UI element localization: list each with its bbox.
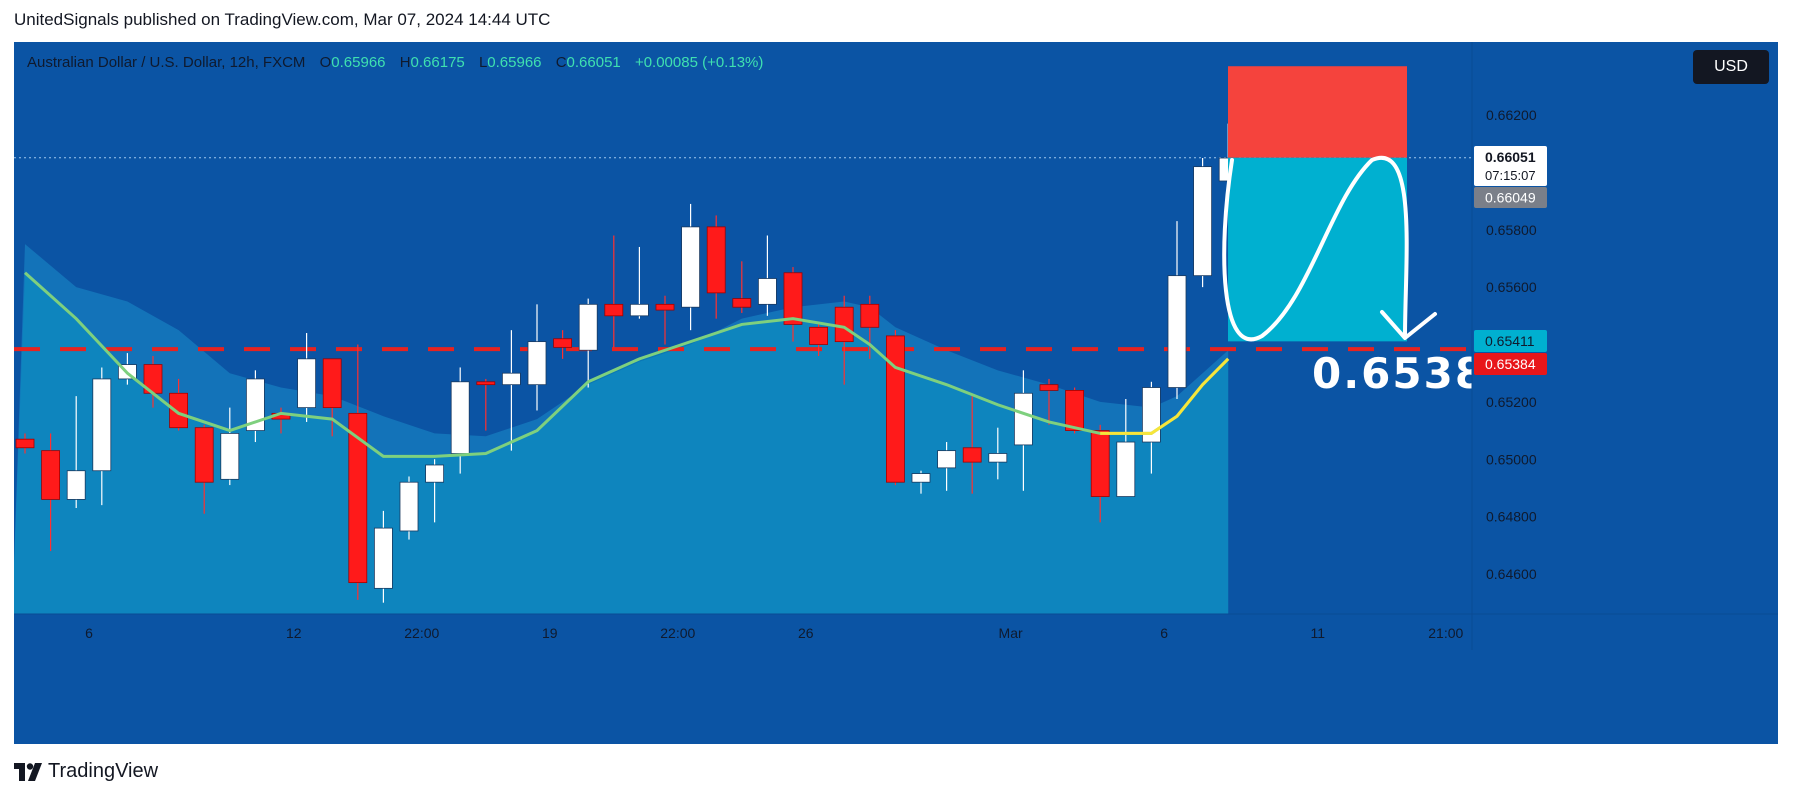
time-tick-label: 22:00 <box>404 625 439 641</box>
candle-body <box>911 473 931 483</box>
ema-fast-line <box>1100 357 1230 435</box>
high-value: 0.66175 <box>410 54 465 71</box>
low-label: L <box>478 54 488 71</box>
target-price-tag-bg <box>1474 330 1547 352</box>
ohlc-legend: Australian Dollar / U.S. Dollar, 12h, FX… <box>27 54 763 71</box>
change-value: +0.00085 (+0.13%) <box>634 54 764 71</box>
candle-body <box>425 464 445 483</box>
close-label: C <box>555 54 567 71</box>
candle-body <box>169 392 189 429</box>
candle-body <box>578 303 598 351</box>
candle-body <box>655 303 675 311</box>
candle-body <box>732 298 752 308</box>
candle-body <box>1193 166 1212 277</box>
candle-body <box>1039 384 1059 391</box>
candle-body <box>297 358 317 409</box>
time-tick-label: 22:00 <box>660 625 695 641</box>
low-value: 0.65966 <box>487 54 542 71</box>
projection-curve <box>1222 155 1409 342</box>
stop-loss-zone <box>1228 66 1407 158</box>
candle-body <box>783 272 803 325</box>
candle-body <box>1167 275 1187 388</box>
price-tick-label: 0.64600 <box>1486 566 1537 582</box>
tradingview-logo[interactable]: TradingView <box>14 760 158 783</box>
candle-body <box>450 381 470 454</box>
currency-button[interactable]: USD <box>1693 50 1769 84</box>
candle-body <box>476 381 496 386</box>
time-tick-label: 11 <box>1311 625 1326 641</box>
down-arrow-icon <box>1380 310 1437 340</box>
candle-body <box>245 378 265 431</box>
candle-body <box>66 470 86 500</box>
price-tick-label: 0.65000 <box>1486 451 1537 467</box>
candle-body <box>194 427 214 483</box>
candle-body <box>630 303 649 317</box>
brand-name: TradingView <box>48 760 159 782</box>
close-value: 0.66051 <box>566 54 621 71</box>
open-label: O <box>319 54 332 71</box>
candle-body <box>860 303 880 328</box>
support-price-tag: 0.65384 <box>1485 356 1536 372</box>
candle-body <box>1142 387 1161 443</box>
candle-body <box>501 372 521 386</box>
candle-body <box>15 438 35 449</box>
candle-body <box>962 447 982 463</box>
candle-body <box>527 341 547 386</box>
candle-body <box>1065 389 1084 431</box>
bar-countdown: 07:15:07 <box>1485 168 1536 183</box>
candle-body <box>41 450 60 500</box>
high-label: H <box>399 54 411 71</box>
target-annotation: 0.6538 <box>1312 349 1486 398</box>
price-tick-label: 0.64800 <box>1486 509 1537 525</box>
time-axis <box>14 614 1472 650</box>
candle-body <box>399 481 419 532</box>
candle-body <box>834 306 854 343</box>
price-tick-label: 0.65600 <box>1486 279 1537 295</box>
open-value: 0.65966 <box>331 54 386 71</box>
time-tick-label: 12 <box>286 625 302 641</box>
candle-body <box>348 412 368 584</box>
candle-body <box>886 335 905 483</box>
time-tick-label: Mar <box>999 625 1023 641</box>
candle-body <box>758 278 777 305</box>
candle-body <box>937 450 956 469</box>
ema-slow-line <box>23 271 1230 458</box>
candle-body <box>373 527 393 589</box>
symbol-label: Australian Dollar / U.S. Dollar, 12h, FX… <box>27 54 306 71</box>
support-price-tag-bg <box>1474 353 1547 375</box>
candle-body <box>1090 430 1110 497</box>
candle-body <box>92 378 112 472</box>
candle-body <box>220 433 240 480</box>
candle-body <box>988 453 1008 463</box>
time-tick-label: 6 <box>85 625 93 641</box>
candle-body <box>322 358 342 409</box>
last-price-tag: 0.66051 <box>1485 149 1536 165</box>
time-tick-label: 26 <box>798 625 814 641</box>
candle-body <box>604 303 624 317</box>
last-price-tag-bg <box>1474 146 1547 186</box>
candle-body <box>681 226 700 308</box>
prev-price-tag: 0.66049 <box>1485 190 1536 206</box>
published-info: UnitedSignals published on TradingView.c… <box>14 10 551 29</box>
candle-body <box>706 226 726 294</box>
candle-body <box>553 338 572 348</box>
tradingview-mark-icon <box>14 762 42 781</box>
time-tick-label: 21:00 <box>1428 625 1463 641</box>
price-tick-label: 0.65200 <box>1486 394 1537 410</box>
ema-inner-fill <box>14 272 1229 614</box>
plot-layer <box>14 123 1472 614</box>
candle-body <box>1116 441 1136 497</box>
price-tick-label: 0.66200 <box>1486 107 1537 123</box>
target-price-tag: 0.65411 <box>1485 333 1535 349</box>
time-tick-label: 19 <box>542 625 558 641</box>
prev-price-tag-bg <box>1474 187 1547 208</box>
time-tick-label: 6 <box>1160 625 1168 641</box>
candle-body <box>1014 392 1033 446</box>
candle-body <box>809 326 828 345</box>
price-tick-label: 0.65800 <box>1486 222 1537 238</box>
